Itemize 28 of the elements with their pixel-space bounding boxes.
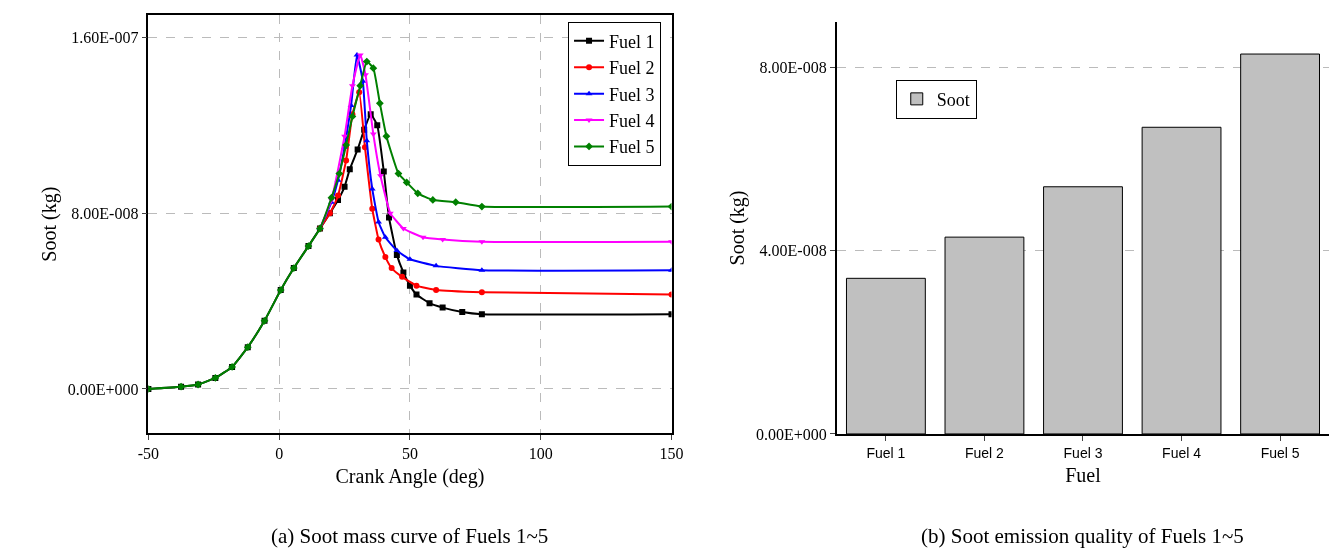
- x-tick-label: Fuel 5: [1260, 444, 1300, 461]
- legend-label: Fuel 1: [609, 31, 655, 52]
- y-tick-label: 8.00E-008: [759, 59, 827, 77]
- x-tick-label: Fuel 2: [964, 444, 1005, 461]
- legend-label: Fuel 5: [609, 137, 655, 158]
- x-tick-label: 0: [275, 444, 284, 462]
- legend-label: Soot: [936, 89, 970, 110]
- x-tick-label: -50: [137, 444, 160, 462]
- y-tick-label: 1.60E-007: [71, 28, 139, 46]
- y-tick-label: 4.00E-008: [759, 242, 827, 260]
- text: (b) Soot emission quality of Fuels 1~5: [921, 524, 1244, 548]
- y-axis-title: Soot (kg): [725, 190, 749, 266]
- legend-label: Fuel 3: [609, 84, 655, 105]
- x-tick-label: Fuel 4: [1162, 444, 1202, 461]
- x-tick-label: 150: [659, 444, 684, 462]
- x-axis-title: Crank Angle (deg): [335, 464, 485, 488]
- x-tick-label: 100: [528, 444, 553, 462]
- y-tick-label: 0.00E+000: [755, 425, 827, 443]
- x-tick-label: Fuel 1: [866, 444, 906, 461]
- text: (a) Soot mass curve of Fuels 1~5: [271, 524, 549, 548]
- legend-label: Fuel 2: [609, 58, 655, 79]
- x-tick-label: 50: [401, 444, 418, 462]
- legend-label: Fuel 4: [609, 111, 655, 132]
- y-tick-label: 8.00E-008: [71, 204, 139, 222]
- x-tick-label: Fuel 3: [1063, 444, 1103, 461]
- y-tick-label: 0.00E+000: [67, 380, 139, 398]
- x-axis-title: Fuel: [1065, 463, 1102, 486]
- y-axis-title: Soot (kg): [37, 186, 61, 262]
